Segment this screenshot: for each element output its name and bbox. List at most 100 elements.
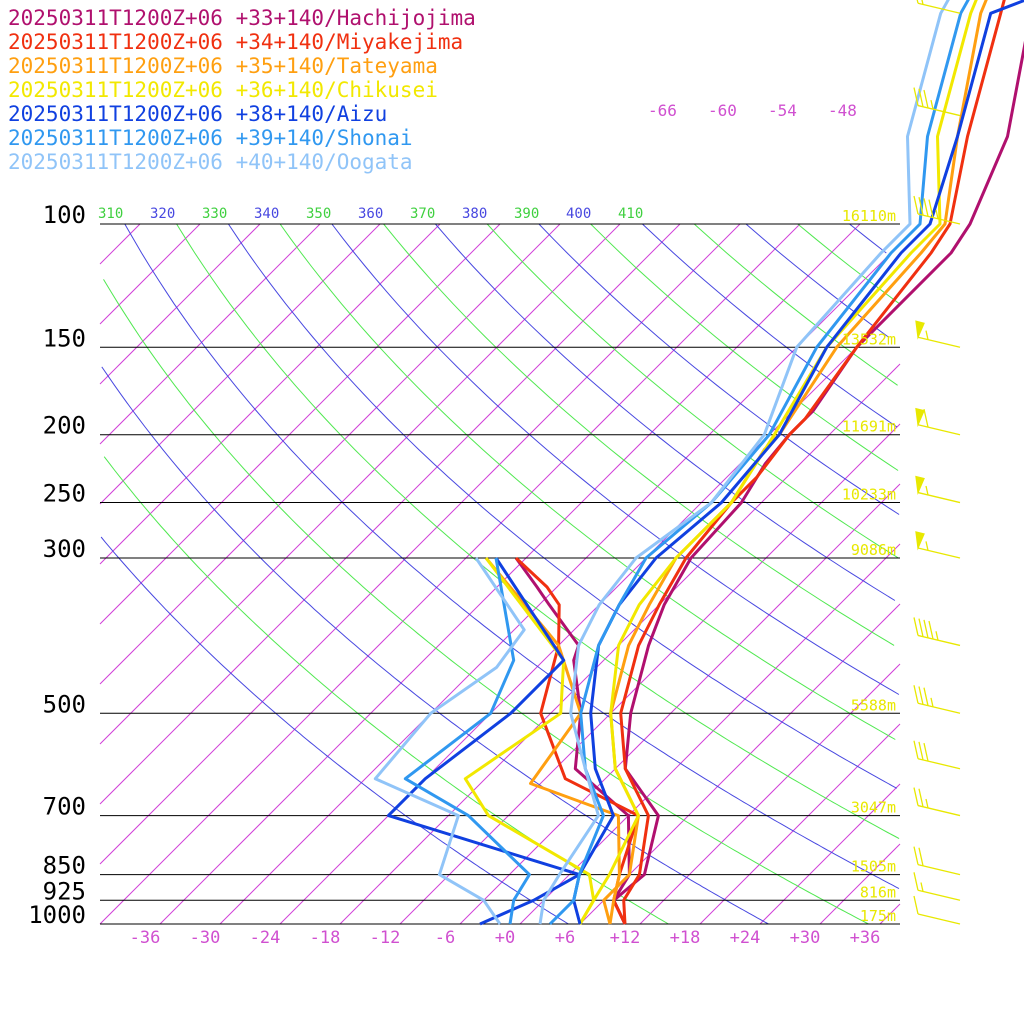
wind-barb: [913, 895, 961, 925]
barb-full: [928, 199, 934, 218]
dry-adiabat-line: [797, 223, 900, 305]
legend-entry: 20250311T1200Z+06 +34+140/Miyakejima: [8, 30, 464, 54]
pressure-tick-label: 200: [43, 412, 86, 440]
height-label: 13532m: [842, 330, 896, 348]
isotherm-line: [99, 223, 441, 565]
temp-tick-label: +0: [495, 928, 515, 948]
barb-half: [925, 798, 929, 809]
dry-adiabat-line: [642, 223, 898, 428]
barb-half: [925, 541, 929, 551]
barb-staff: [917, 889, 961, 901]
barb-pennant: [915, 407, 925, 428]
dry-adiabat-line: [331, 223, 900, 695]
height-label: 3047m: [851, 799, 896, 817]
theta-label: 350: [306, 206, 331, 222]
isotherm-line: [699, 723, 901, 925]
dry-adiabat-line: [849, 223, 887, 254]
temperature-line-hachijojima: [612, 40, 1024, 925]
dewpoint-line-oogata: [373, 557, 526, 925]
temperature-line-chikusei: [578, 0, 978, 925]
barb-staff: [917, 336, 961, 348]
theta-label: 400: [566, 206, 591, 222]
upper-temp-label: -48: [828, 101, 857, 120]
barb-staff: [917, 702, 961, 714]
barb-full: [923, 619, 929, 638]
wind-barb: [913, 685, 961, 714]
temp-tick-label: -30: [190, 928, 221, 948]
barb-staff: [917, 424, 961, 436]
pressure-tick-label: 300: [43, 535, 86, 563]
theta-label: 310: [98, 206, 123, 222]
barb-half: [930, 697, 934, 708]
barb-full: [923, 89, 929, 109]
theta-label: 390: [514, 206, 539, 222]
pressure-tick-label: 850: [43, 852, 86, 880]
pressure-tick-label: 100: [43, 201, 86, 229]
isotherm-line: [99, 223, 261, 385]
barb-staff: [917, 2, 961, 14]
barb-full: [913, 195, 919, 215]
isotherm-line: [99, 223, 501, 625]
theta-label: 360: [358, 206, 383, 222]
barb-full: [913, 846, 919, 865]
isotherm-line: [99, 223, 141, 265]
barb-half: [935, 209, 939, 219]
height-label: 10233m: [842, 486, 896, 504]
temperature-line-oogata: [538, 0, 950, 925]
pressure-tick-label: 1000: [28, 901, 86, 929]
height-label: 16110m: [842, 207, 896, 225]
isotherm-line: [819, 843, 901, 925]
temp-tick-label: -36: [130, 928, 161, 948]
temp-tick-label: -6: [435, 928, 455, 948]
dry-adiabat-line: [693, 223, 898, 386]
temperature-line-aizu: [572, 0, 1024, 925]
wind-barb: [913, 740, 961, 770]
height-label: 9086m: [851, 541, 896, 559]
theta-label: 340: [254, 206, 279, 222]
isotherm-line: [519, 543, 901, 925]
barb-full: [918, 741, 924, 761]
barb-full: [918, 197, 924, 216]
theta-label: 380: [462, 206, 487, 222]
barb-full: [913, 740, 919, 759]
barb-full: [913, 787, 919, 806]
barb-full: [918, 88, 924, 107]
isotherm-line: [579, 603, 901, 925]
temp-tick-label: +24: [730, 928, 761, 948]
barb-staff: [917, 491, 961, 504]
wind-barbs: [913, 0, 961, 925]
legend-entry: 20250311T1200Z+06 +36+140/Chikusei: [8, 78, 438, 102]
barb-pennant: [915, 320, 925, 340]
height-label: 5588m: [851, 696, 896, 714]
temperature-line-tateyama: [602, 0, 988, 925]
barb-staff: [917, 913, 961, 925]
wind-barb: [915, 531, 961, 559]
dewpoint-line-shonai: [403, 557, 531, 925]
theta-label: 370: [410, 206, 435, 222]
isotherm-line: [99, 223, 381, 505]
isotherm-line: [99, 223, 321, 445]
theta-label: 330: [202, 206, 227, 222]
barb-half: [930, 100, 934, 110]
barb-full: [923, 408, 929, 428]
height-label: 11691m: [842, 418, 896, 436]
barb-full: [928, 620, 934, 640]
barb-full: [913, 872, 919, 891]
theta-labels: 310 320 330 340 350 360 370 380 390 400 410: [98, 206, 643, 222]
isotherm-line: [99, 223, 561, 685]
height-label: 175m: [860, 907, 896, 925]
temperature-axis: -36 -30 -24 -18 -12 -6 +0 +6 +12 +18 +24 +30 +36: [130, 928, 881, 948]
legend-entry: 20250311T1200Z+06 +40+140/Oogata: [8, 150, 413, 174]
barb-staff: [917, 804, 961, 817]
wind-barb: [913, 195, 961, 225]
barb-full: [923, 198, 929, 217]
dry-adiabat-line: [176, 223, 900, 840]
isotherm-line: [219, 243, 901, 925]
temp-tick-label: +18: [670, 928, 701, 948]
barb-full: [918, 847, 924, 866]
wind-barb: [915, 320, 961, 348]
wind-barb: [915, 407, 961, 436]
barb-pennant: [915, 531, 925, 551]
upper-temp-label: -54: [768, 101, 797, 120]
